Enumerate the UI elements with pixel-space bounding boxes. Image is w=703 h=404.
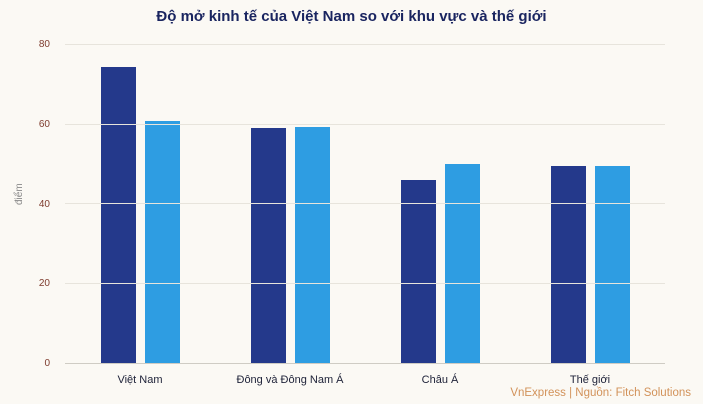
bar-light-blue-series[interactable] [444, 164, 480, 363]
y-tick-label: 80 [38, 39, 50, 50]
bar-group [515, 45, 665, 363]
bar-group [365, 45, 515, 363]
y-tick-label: 0 [44, 358, 50, 369]
bar-dark-blue-series[interactable] [400, 180, 436, 363]
source-credit: VnExpress | Nguồn: Fitch Solutions [510, 387, 691, 399]
y-tick-label: 20 [38, 278, 50, 290]
gridline [65, 282, 665, 284]
bar-groups [65, 45, 665, 363]
bar-dark-blue-series[interactable] [100, 66, 136, 363]
x-tick-label: Thế giới [569, 374, 611, 386]
x-tick-label: Đông và Đông Nam Á [236, 374, 344, 386]
chart-title: Độ mở kinh tế của Việt Nam so với khu vự… [156, 8, 547, 25]
y-axis-ticks: 0 20 40 60 80 [0, 40, 58, 369]
y-tick-label: 60 [38, 118, 50, 130]
x-tick-label: Châu Á [421, 374, 459, 386]
bar-light-blue-series[interactable] [294, 126, 330, 363]
bar-group [65, 45, 215, 363]
gridline [65, 44, 665, 45]
bar-light-blue-series[interactable] [594, 166, 630, 363]
x-tick-label: Việt Nam [117, 374, 163, 386]
bar-dark-blue-series[interactable] [550, 166, 586, 363]
bar-light-blue-series[interactable] [144, 120, 180, 363]
gridline [65, 203, 665, 204]
plot-area [65, 44, 665, 364]
bar-group [215, 45, 365, 363]
x-axis-labels: Việt Nam Đông và Đông Nam Á Châu Á Thế giới [65, 374, 665, 386]
gridline [65, 123, 665, 125]
bar-dark-blue-series[interactable] [250, 128, 286, 363]
y-tick-label: 40 [38, 198, 50, 210]
